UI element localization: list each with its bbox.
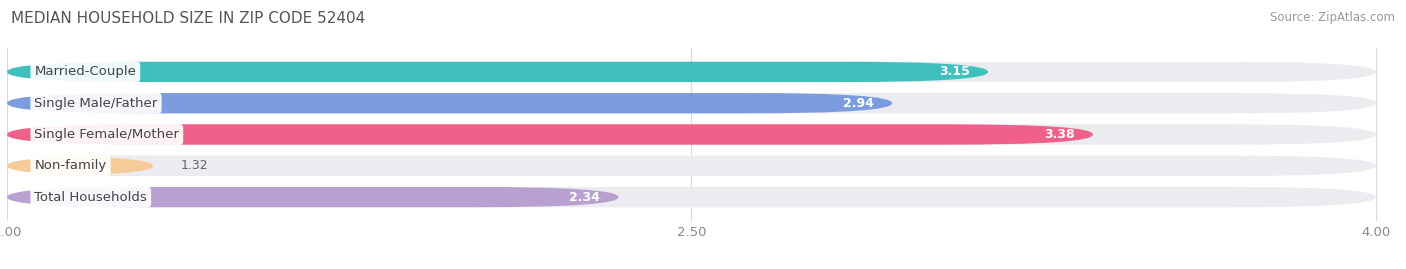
- Text: 3.38: 3.38: [1045, 128, 1074, 141]
- FancyBboxPatch shape: [7, 187, 619, 207]
- Text: 1.32: 1.32: [180, 159, 208, 172]
- Text: Total Households: Total Households: [34, 191, 148, 204]
- Text: Married-Couple: Married-Couple: [34, 65, 136, 78]
- Text: Non-family: Non-family: [34, 159, 107, 172]
- FancyBboxPatch shape: [7, 93, 893, 113]
- Text: 3.15: 3.15: [939, 65, 970, 78]
- FancyBboxPatch shape: [7, 62, 988, 82]
- Text: 2.34: 2.34: [569, 191, 600, 204]
- Text: 2.94: 2.94: [844, 97, 875, 110]
- FancyBboxPatch shape: [7, 62, 1376, 82]
- Text: MEDIAN HOUSEHOLD SIZE IN ZIP CODE 52404: MEDIAN HOUSEHOLD SIZE IN ZIP CODE 52404: [11, 11, 366, 26]
- FancyBboxPatch shape: [7, 124, 1376, 145]
- Text: Source: ZipAtlas.com: Source: ZipAtlas.com: [1270, 11, 1395, 24]
- FancyBboxPatch shape: [7, 124, 1092, 145]
- FancyBboxPatch shape: [7, 156, 1376, 176]
- FancyBboxPatch shape: [7, 187, 1376, 207]
- Text: Single Female/Mother: Single Female/Mother: [34, 128, 180, 141]
- Text: Single Male/Father: Single Male/Father: [34, 97, 157, 110]
- FancyBboxPatch shape: [7, 93, 1376, 113]
- FancyBboxPatch shape: [7, 156, 153, 176]
